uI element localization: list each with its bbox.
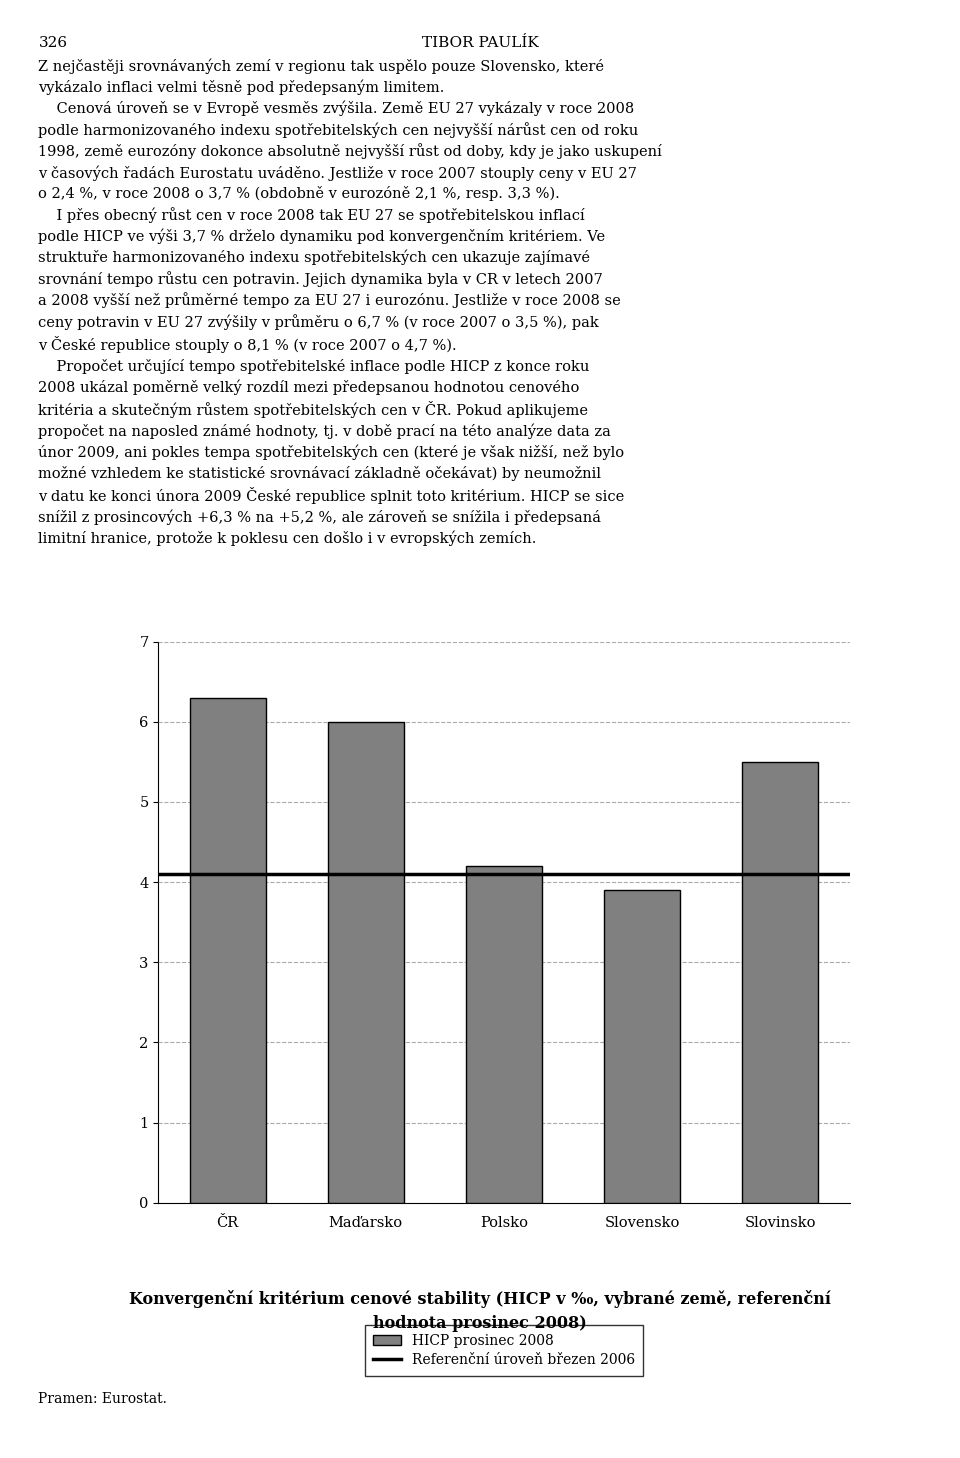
Bar: [604, 889, 681, 1203]
Bar: [327, 722, 404, 1203]
Bar: [189, 698, 266, 1203]
Legend: HICP prosinec 2008, Referenční úroveň březen 2006: HICP prosinec 2008, Referenční úroveň bř…: [365, 1325, 643, 1375]
Text: 326: 326: [38, 36, 67, 51]
Bar: [466, 866, 542, 1203]
Text: Konvergenční kritérium cenové stability (HICP v ‰, vybrané země, referenční
hodn: Konvergenční kritérium cenové stability …: [129, 1290, 831, 1331]
Text: TIBOR PAULÍK: TIBOR PAULÍK: [421, 36, 539, 51]
Bar: [742, 761, 819, 1203]
Text: Pramen: Eurostat.: Pramen: Eurostat.: [38, 1392, 167, 1407]
Text: Z nejčastěji srovnávaných zemí v regionu tak uspělo pouze Slovensko, které
vykáz: Z nejčastěji srovnávaných zemí v regionu…: [38, 58, 662, 547]
